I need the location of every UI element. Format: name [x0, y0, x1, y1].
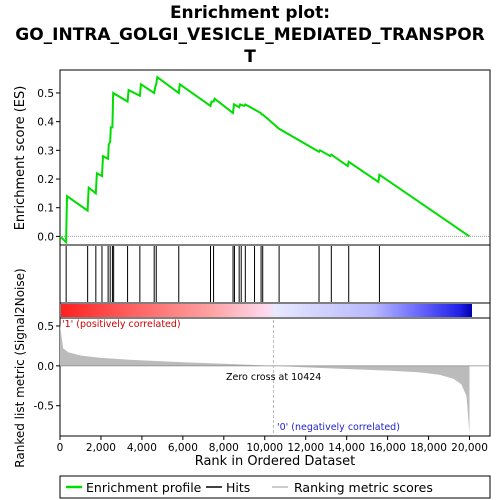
hits-panel-frame: [59, 244, 491, 304]
positive-label: '1' (positively correlated): [62, 319, 181, 330]
metric-y-tick-label: 0.5: [37, 321, 54, 333]
x-tick-label: 18,000: [410, 442, 447, 454]
x-tick-label: 16,000: [369, 442, 406, 454]
es-y-tick-label: 0.0: [37, 231, 54, 243]
es-y-tick-label: 0.1: [37, 203, 54, 215]
x-tick-label: 20,000: [451, 442, 488, 454]
chart-title-line-1: Enrichment plot:: [170, 3, 330, 23]
x-tick-label: 4,000: [127, 442, 157, 454]
legend-metric-label: Ranking metric scores: [294, 480, 433, 495]
ticks-group: 0.0 0.1 0.2 0.3 0.4 0.5 0.5 0.0 -0.5 0 2,000 4,000 6…: [34, 88, 488, 454]
x-tick-label: 8,000: [209, 442, 239, 454]
enrichment-profile-line: [59, 75, 471, 245]
x-axis-label: Rank in Ordered Dataset: [195, 454, 356, 469]
metric-y-tick-label: -0.5: [34, 401, 55, 413]
x-tick-label: 14,000: [328, 442, 365, 454]
chart-title-line-2: GO_INTRA_GOLGI_VESICLE_MEDIATED_TRANSPOR: [15, 25, 485, 45]
y-axis-label-metric: Ranked list metric (Signal2Noise): [13, 268, 27, 467]
x-tick-label: 2,000: [86, 442, 116, 454]
rank-color-band: [61, 304, 472, 317]
metric-group: [60, 320, 490, 434]
es-y-tick-label: 0.3: [37, 145, 54, 157]
es-y-tick-label: 0.5: [37, 88, 54, 100]
legend-enrichment-label: Enrichment profile: [86, 480, 202, 495]
x-tick-label: 12,000: [287, 442, 324, 454]
zero-cross-label: Zero cross at 10424: [226, 372, 321, 383]
hits-group: [65, 246, 380, 302]
es-panel-frame: [59, 69, 491, 246]
es-y-tick-label: 0.2: [37, 174, 54, 186]
x-tick-label: 10,000: [246, 442, 283, 454]
chart-title-line-3: T: [244, 47, 256, 67]
x-tick-label: 6,000: [168, 442, 198, 454]
metric-panel-frame: [59, 317, 491, 437]
x-tick-label: 0: [57, 442, 64, 454]
y-axis-label-es: Enrichment score (ES): [13, 86, 28, 231]
negative-label: '0' (negatively correlated): [277, 422, 400, 433]
es-y-tick-label: 0.4: [37, 117, 54, 129]
es-line-group: [59, 75, 471, 245]
metric-y-tick-label: 0.0: [37, 361, 54, 373]
legend-hits-label: Hits: [226, 480, 250, 495]
